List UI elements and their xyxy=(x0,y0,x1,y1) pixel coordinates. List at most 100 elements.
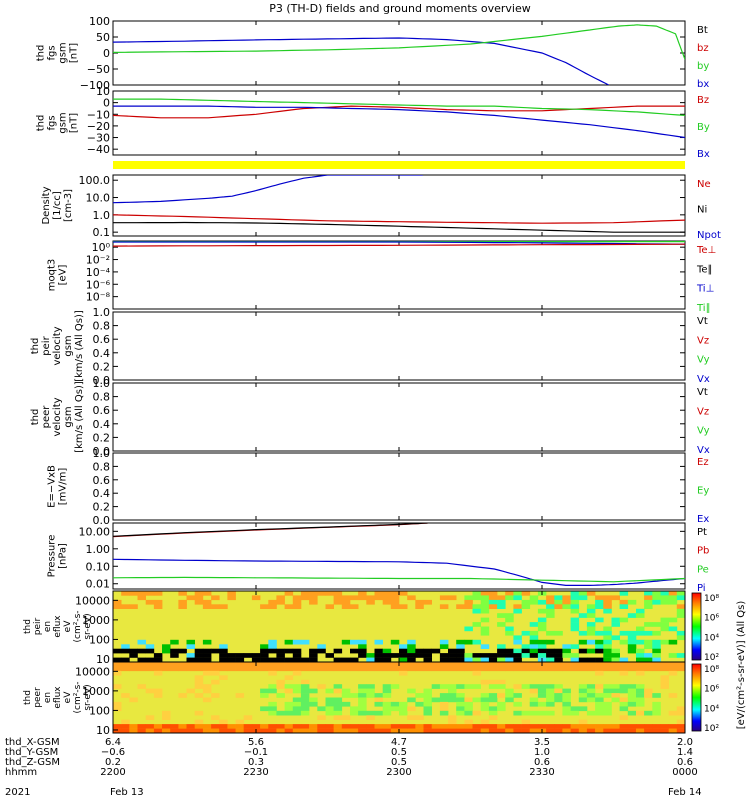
spec-peer-en-eflux-cell xyxy=(382,693,392,698)
spec-peir-en-eflux-cell xyxy=(586,613,596,618)
spec-peir-en-eflux-cell xyxy=(652,639,661,645)
spec-peer-en-eflux-cell xyxy=(595,697,604,703)
spec-peer-en-eflux-cell xyxy=(194,666,204,672)
spec-peir-en-eflux-cell xyxy=(676,608,686,614)
spec-peir-en-eflux-cell xyxy=(309,657,318,663)
panel-temperature-legend-2: Ti⊥ xyxy=(696,284,714,295)
spec-peer-en-eflux-cell xyxy=(497,666,506,672)
spec-peer-en-eflux-cell xyxy=(292,666,302,672)
panel-temperature-ytick-label-4: 10⁻⁸ xyxy=(86,291,111,304)
spec-peir-en-eflux-cell xyxy=(529,644,539,649)
spec-peir-en-eflux-cell xyxy=(325,653,334,658)
spec-peir-en-eflux-cell xyxy=(537,648,547,654)
spec-peer-en-eflux-cell xyxy=(472,670,481,676)
spec-peir-en-eflux-cell xyxy=(554,653,563,658)
spec-peer-en-eflux-cell xyxy=(407,728,416,734)
spec-peer-en-eflux-cell xyxy=(390,728,400,734)
spec-peir-en-eflux-cell xyxy=(636,657,645,663)
panel-peir-velocity-ytick-label-0: 0.0 xyxy=(93,374,111,387)
panel-peer-velocity-ylabel-4: [km/s (All Qs)] xyxy=(74,381,85,453)
spec-peer-en-eflux-cell xyxy=(619,715,629,720)
spec-peir-en-eflux-cell xyxy=(268,657,277,663)
spec-peer-en-eflux-cell xyxy=(415,724,424,729)
spec-peer-en-eflux-cell xyxy=(546,728,555,734)
spec-peir-en-eflux-cell xyxy=(260,657,269,663)
spec-peer-en-eflux-cell xyxy=(113,684,122,689)
spec-peer-en-eflux-cell xyxy=(121,662,130,667)
spec-peir-en-eflux-ylabel-2: en xyxy=(43,621,53,632)
spec-peir-en-eflux-cell xyxy=(644,639,653,645)
spec-peir-en-eflux-cell xyxy=(268,648,277,654)
x-axis-rows: thd_X-GSM 6.4 5.6 4.7 3.5 2.0 thd_Y-GSM −0.6 −0.… xyxy=(5,737,698,778)
spec-peer-en-eflux-cell xyxy=(194,710,204,716)
spec-peer-en-eflux-cell xyxy=(562,710,571,716)
spec-peir-en-eflux-cell xyxy=(399,657,408,663)
spec-peir-en-eflux-cell xyxy=(358,591,367,596)
spec-peer-en-eflux-cell xyxy=(595,693,604,698)
spec-peir-en-eflux-cell xyxy=(578,657,588,663)
spec-peer-en-eflux-cell xyxy=(153,728,163,734)
spec-peer-en-eflux-cell xyxy=(423,728,432,734)
spec-peer-en-eflux-cell xyxy=(145,688,155,694)
spec-peer-en-eflux-cell xyxy=(627,710,637,716)
panel-peir-velocity-ylabel-2: velocity xyxy=(52,326,63,365)
spec-peer-en-eflux-cell xyxy=(464,666,473,672)
spec-peir-en-eflux-cell xyxy=(668,599,678,605)
spec-peir-en-eflux-cell xyxy=(341,599,351,605)
panel-temperature-legend-1: Te∥ xyxy=(696,264,713,275)
spec-peer-en-eflux-cell xyxy=(121,666,130,672)
spec-peer-en-eflux-cell xyxy=(439,710,449,716)
spec-peir-en-eflux-cell xyxy=(113,648,122,654)
panel-density-frame xyxy=(112,174,686,237)
spec-peer-en-eflux-cell xyxy=(529,684,539,689)
spec-peer-en-eflux-cell xyxy=(260,688,269,694)
colorbar-lower xyxy=(691,663,702,732)
spec-peir-en-eflux-cell xyxy=(350,604,359,609)
spec-peir-en-eflux-cell xyxy=(407,595,416,601)
spec-peer-en-eflux-cell xyxy=(325,697,334,703)
spec-peer-en-eflux-cell xyxy=(415,701,424,707)
spec-peir-en-eflux-cell xyxy=(652,622,661,627)
spec-peer-en-eflux-cell xyxy=(644,662,653,667)
spec-peer-en-eflux-cell xyxy=(153,724,163,729)
panel-fgs-gsm-detail-legend-2: Bx xyxy=(697,149,710,160)
spec-peir-en-eflux-cell xyxy=(382,595,392,601)
spec-peer-en-eflux-ytick-label-0: 10 xyxy=(96,724,110,737)
spec-peer-en-eflux-cell xyxy=(300,724,310,729)
spec-peir-en-eflux-cell xyxy=(472,657,481,663)
spec-peer-en-eflux-cell xyxy=(276,710,285,716)
spec-peer-en-eflux-cell xyxy=(211,662,220,667)
spec-peer-en-eflux-cell xyxy=(448,719,457,725)
spec-peer-en-eflux-cell xyxy=(137,684,146,689)
spec-peir-en-eflux-cell xyxy=(480,657,490,663)
spec-peer-en-eflux-cell xyxy=(546,688,555,694)
spec-peir-en-eflux-cell xyxy=(251,595,261,601)
spec-peer-en-eflux-cell xyxy=(423,701,432,707)
spec-peir-en-eflux-cell xyxy=(537,644,547,649)
spec-peer-en-eflux-cell xyxy=(521,684,531,689)
panel-efield-ytick-label-0: 0.0 xyxy=(93,514,111,527)
spec-peer-en-eflux-cell xyxy=(341,662,351,667)
panel-temperature-frame xyxy=(112,240,686,310)
spec-peer-en-eflux-cell xyxy=(464,697,473,703)
spec-peir-en-eflux-cell xyxy=(652,591,661,596)
spec-peir-en-eflux-cell xyxy=(513,604,522,609)
spec-peer-en-eflux-cell xyxy=(521,710,531,716)
spec-peir-en-eflux-cell xyxy=(399,653,408,658)
panel-fgs-gsm-total-ylabel-0: thd xyxy=(36,45,47,62)
spec-peer-en-eflux-cell xyxy=(341,666,351,672)
spec-peir-en-eflux-cell xyxy=(595,648,604,654)
spec-peer-en-eflux-cell xyxy=(431,684,441,689)
spec-peer-en-eflux-cell xyxy=(260,728,269,734)
spec-peer-en-eflux-cell xyxy=(611,728,620,734)
spec-peir-en-eflux-cell xyxy=(505,626,514,632)
spec-peir-en-eflux-cell xyxy=(480,595,490,601)
spec-peir-en-eflux-cell xyxy=(407,657,416,663)
panel-fgs-gsm-total-legend-3: bx xyxy=(697,79,709,90)
spec-peer-en-eflux-cell xyxy=(333,684,343,689)
spec-peer-en-eflux-cell xyxy=(480,724,490,729)
spec-peir-en-eflux-cell xyxy=(546,608,555,614)
spec-peer-en-eflux-cell xyxy=(309,666,318,672)
spec-peir-en-eflux-cell xyxy=(586,622,596,627)
